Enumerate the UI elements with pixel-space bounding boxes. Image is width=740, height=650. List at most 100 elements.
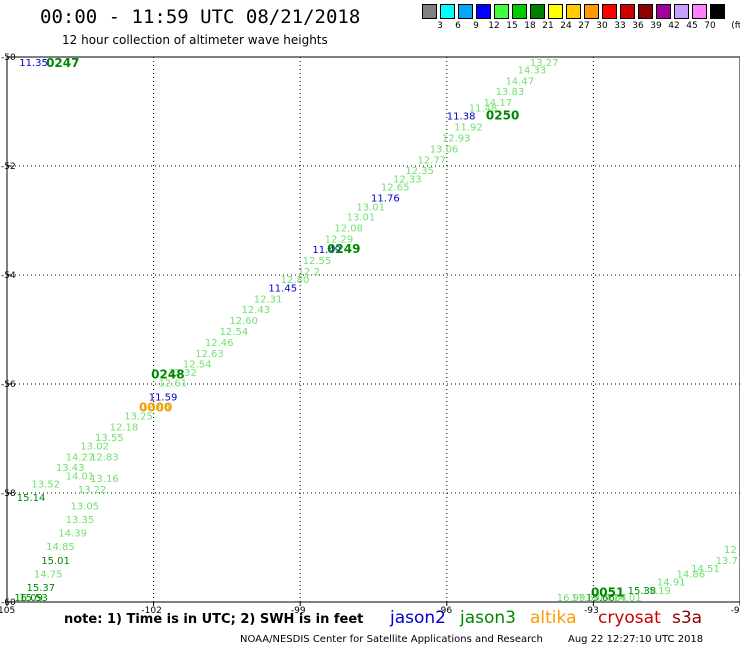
swh-value: 13.52 [31,480,60,491]
swh-value: 12.77 [417,155,446,166]
swh-value: 13.16 [90,474,119,485]
swh-value: 14.91 [657,578,686,589]
legend-unit: (ft) [731,21,740,31]
legend-swatch [512,4,527,19]
legend-swatch [602,4,617,19]
swh-value: 11.35 [19,58,48,69]
swh-value: 14.01 [66,471,95,482]
swh-value: 12.31 [254,294,283,305]
swh-value: 12.43 [242,305,271,316]
satellite-altika: altika [530,608,577,628]
legend-label: 45 [686,21,698,31]
swh-value: 11.76 [371,193,400,204]
swh-value: 12.60 [229,316,258,327]
satellite-s3a: s3a [672,608,703,628]
swh-value: 14.33 [518,65,547,76]
swh-value: 12.32 [168,368,197,379]
swh-value: 13.83 [496,87,525,98]
legend-label: 3 [437,21,443,31]
swh-value: 11.59 [149,392,178,403]
legend-swatch [476,4,491,19]
x-tick-label: -99 [291,606,306,616]
y-tick-label: -60 [1,598,16,608]
legend-swatch [692,4,707,19]
swh-value: 12.08 [334,223,363,234]
y-tick-label: -52 [1,162,16,172]
pass-time-label: 0249 [327,242,360,256]
footer-note: note: 1) Time is in UTC; 2) SWH is in fe… [64,612,364,627]
legend-label: 21 [542,21,554,31]
swh-value: 14.17 [483,98,512,109]
legend-swatch [458,4,473,19]
legend-label: 9 [473,21,479,31]
x-tick-label: -96 [437,606,452,616]
legend-swatch [548,4,563,19]
swh-value: 15.14 [17,493,46,504]
satellite-jason3: jason3 [460,608,516,628]
swh-value: 15.66 [586,593,615,604]
x-tick-label: -90 [731,606,740,616]
satellite-cryosat: cryosat [598,608,661,628]
x-tick-label: -93 [584,606,599,616]
plot-frame [6,56,740,603]
pass-time-label: 0248 [151,368,184,382]
swh-value: 13.22 [78,485,107,496]
swh-value: 12.18 [110,422,139,433]
legend-swatch [494,4,509,19]
swh-value: 13.35 [66,515,95,526]
swh-value: 11.45 [268,283,297,294]
swh-value: 14.86 [676,569,705,580]
swh-value: 14.51 [691,564,720,575]
legend-label: 36 [632,21,644,31]
swh-value: 14.85 [46,542,75,553]
swh-value: 12.80 [281,275,310,286]
swh-value: 15.38 [628,586,657,597]
swh-value: 12.65 [381,183,410,194]
swh-value: 13.02 [80,441,109,452]
generated-timestamp: Aug 22 12:27:10 UTC 2018 [568,634,704,645]
swh-value: 12.61 [158,379,187,390]
x-tick-label: -102 [141,606,161,616]
swh-value: 12.54 [220,327,249,338]
satellite-jason2: jason2 [390,608,446,628]
swh-value: 15.01 [41,556,70,567]
swh-value: 11.49 [312,245,341,256]
legend-label: 15 [506,21,518,31]
legend-label: 42 [668,21,680,31]
page-subtitle: 12 hour collection of altimeter wave hei… [62,33,328,47]
legend-label: 30 [596,21,608,31]
swh-value: 13.27 [530,58,559,69]
x-tick-label: -105 [0,606,15,616]
credit-line: NOAA/NESDIS Center for Satellite Applica… [240,634,543,645]
legend-label: 33 [614,21,626,31]
swh-value: 17.60 [571,593,600,604]
legend-label: 6 [455,21,461,31]
swh-value: 15.53 [19,593,48,604]
legend-label: 70 [704,21,716,31]
legend-swatch [674,4,689,19]
page-title: 00:00 - 11:59 UTC 08/21/2018 [40,6,361,28]
pass-time-label: 0000 [139,400,172,414]
legend-swatch [530,4,545,19]
legend-label: 12 [488,21,500,31]
swh-value: 12.29 [325,234,354,245]
swh-value: 14.47 [505,76,534,87]
y-tick-label: -54 [1,271,16,281]
legend-swatch [440,4,455,19]
swh-value: 13.25 [124,411,153,422]
swh-value: 12.33 [393,174,422,185]
y-tick-label: -56 [1,380,16,390]
swh-value: 13.43 [56,463,85,474]
y-tick-label: -50 [1,53,16,63]
legend-swatch [710,4,725,19]
swh-value: 12.48 [141,402,170,413]
y-tick-label: -58 [1,489,16,499]
swh-value: 16.09 [14,593,43,604]
swh-value: 14.84 [598,593,627,604]
legend-swatch [422,4,437,19]
swh-value: 12 [724,545,737,556]
swh-value: 16.99 [557,593,586,604]
legend-label: 18 [524,21,536,31]
swh-value: 12.55 [303,256,332,267]
